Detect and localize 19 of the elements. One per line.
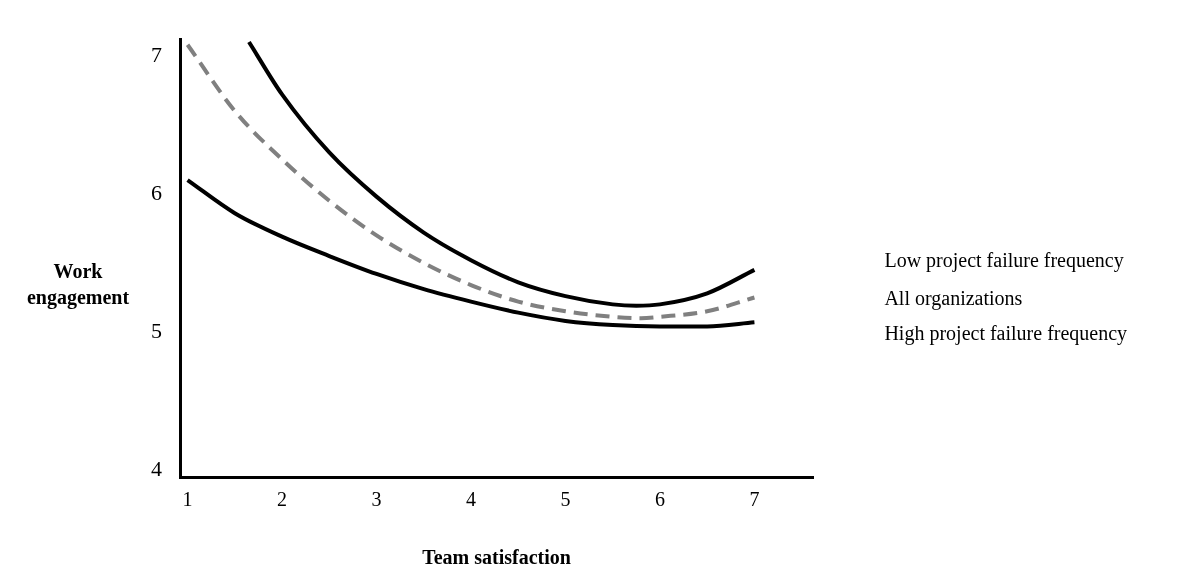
y-tick-label: 4: [151, 455, 162, 481]
x-tick-label: 1: [182, 488, 193, 511]
x-tick-label: 5: [560, 488, 571, 511]
x-tick-label: 3: [371, 488, 382, 511]
text: All organizations: [884, 286, 1023, 310]
x-tick-label: 7: [749, 488, 760, 511]
x-axis-title: Team satisfaction: [422, 546, 571, 569]
text: High project failure frequency: [884, 321, 1128, 345]
x-tick-label: 6: [654, 488, 665, 511]
y-tick-label: 6: [151, 179, 162, 205]
y-tick-label: 7: [151, 41, 162, 67]
x-tick-label: 4: [465, 488, 476, 511]
line-series: [185, 178, 757, 329]
y-tick-label: 5: [151, 317, 162, 343]
line-series: [185, 42, 757, 321]
x-tick-label: 2: [277, 488, 288, 511]
y-axis-title: Work engagement: [25, 259, 131, 310]
line-series: [246, 39, 757, 308]
text: Low project failure frequency: [884, 249, 1124, 273]
